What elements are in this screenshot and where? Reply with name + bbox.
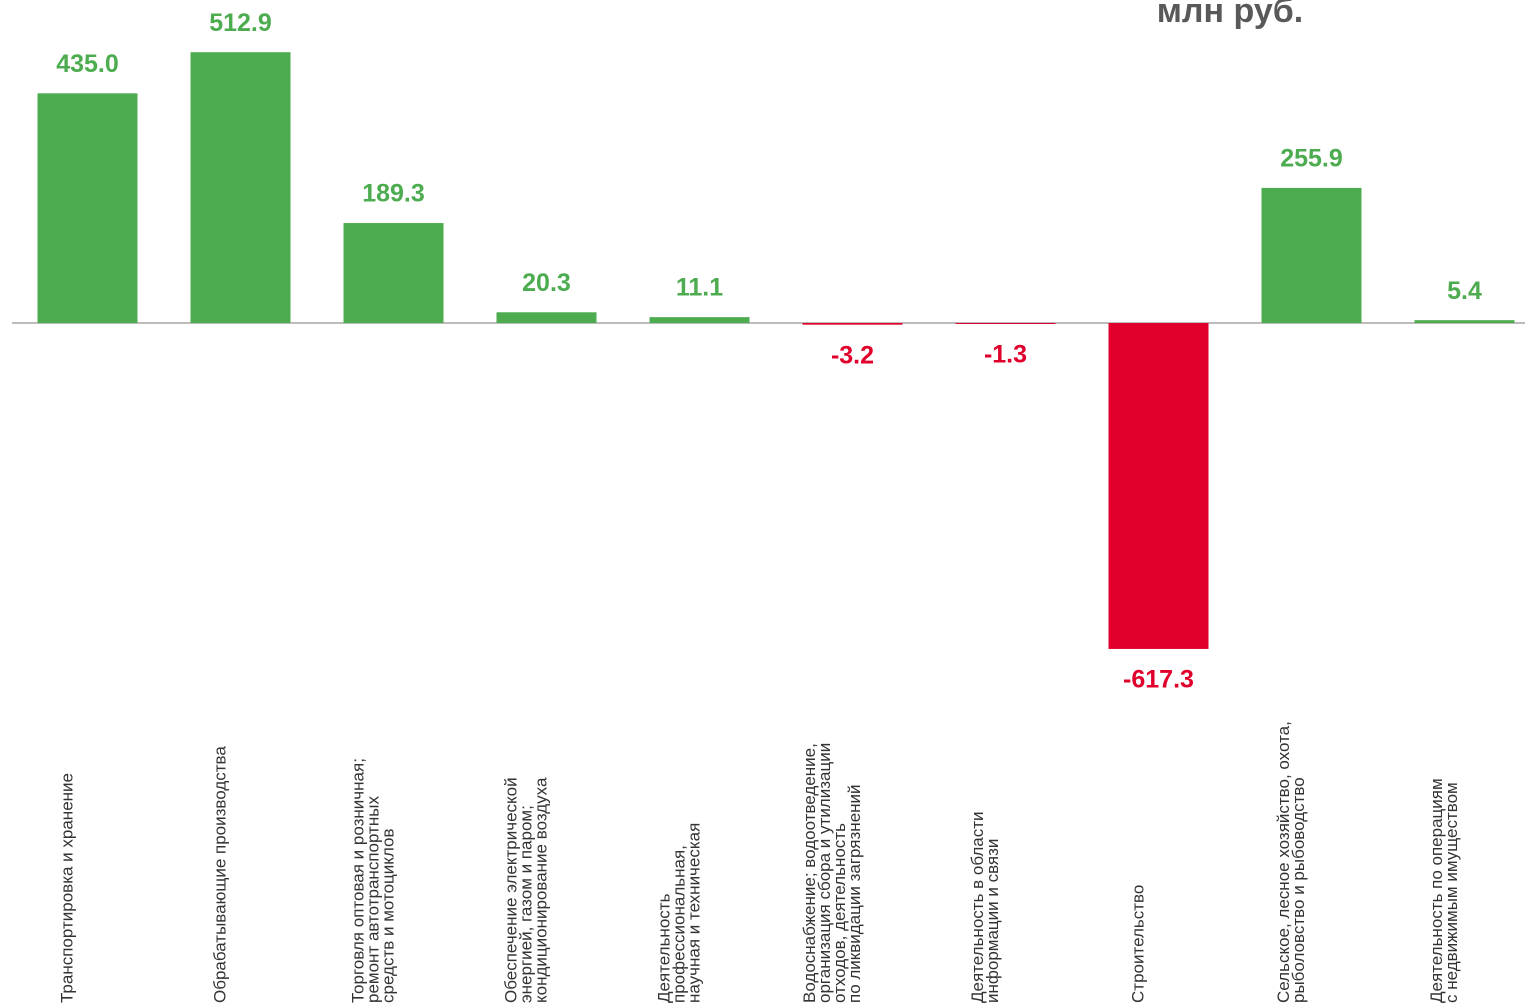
value-label: 255.9 [1280,144,1343,172]
category-label: Деятельностьпрофессиональная,научная и т… [655,823,704,1003]
value-label: 5.4 [1447,277,1482,305]
value-label: 435.0 [56,50,119,78]
value-label: -1.3 [984,340,1027,368]
category-label: Торговля оптовая и розничная;ремонт авто… [349,758,398,1003]
bar [650,317,750,323]
value-label: 11.1 [676,274,723,302]
category-label: Водоснабжение; водоотведение,организация… [800,743,864,1003]
category-label: Деятельность в областиинформации и связи [968,812,1002,1003]
bar [38,93,138,323]
chart-title: млн руб. [1157,0,1303,30]
bar [956,323,1056,324]
bar [344,223,444,323]
category-label: Обеспечение электрическойэнергией, газом… [502,777,551,1003]
value-label: 189.3 [362,180,425,208]
category-label: Строительство [1129,885,1148,1003]
bar [1262,188,1362,323]
chart: млн руб. 435.0 Транспортировка и хранение… [0,0,1525,1008]
value-label: 20.3 [522,269,571,297]
value-label: -617.3 [1123,666,1194,694]
bar [803,323,903,325]
bar [1109,323,1209,649]
category-label: Транспортировка и хранение [58,773,77,1003]
category-label: Обрабатывающие производства [211,746,230,1003]
category-label: Сельское, лесное хозяйство, охота,рыболо… [1274,721,1308,1003]
bar [1415,320,1515,323]
value-label: 512.9 [209,9,272,37]
category-label: Деятельность по операциямс недвижимым им… [1427,778,1461,1003]
value-label: -3.2 [831,341,874,369]
bar [191,52,291,323]
bar [497,312,597,323]
